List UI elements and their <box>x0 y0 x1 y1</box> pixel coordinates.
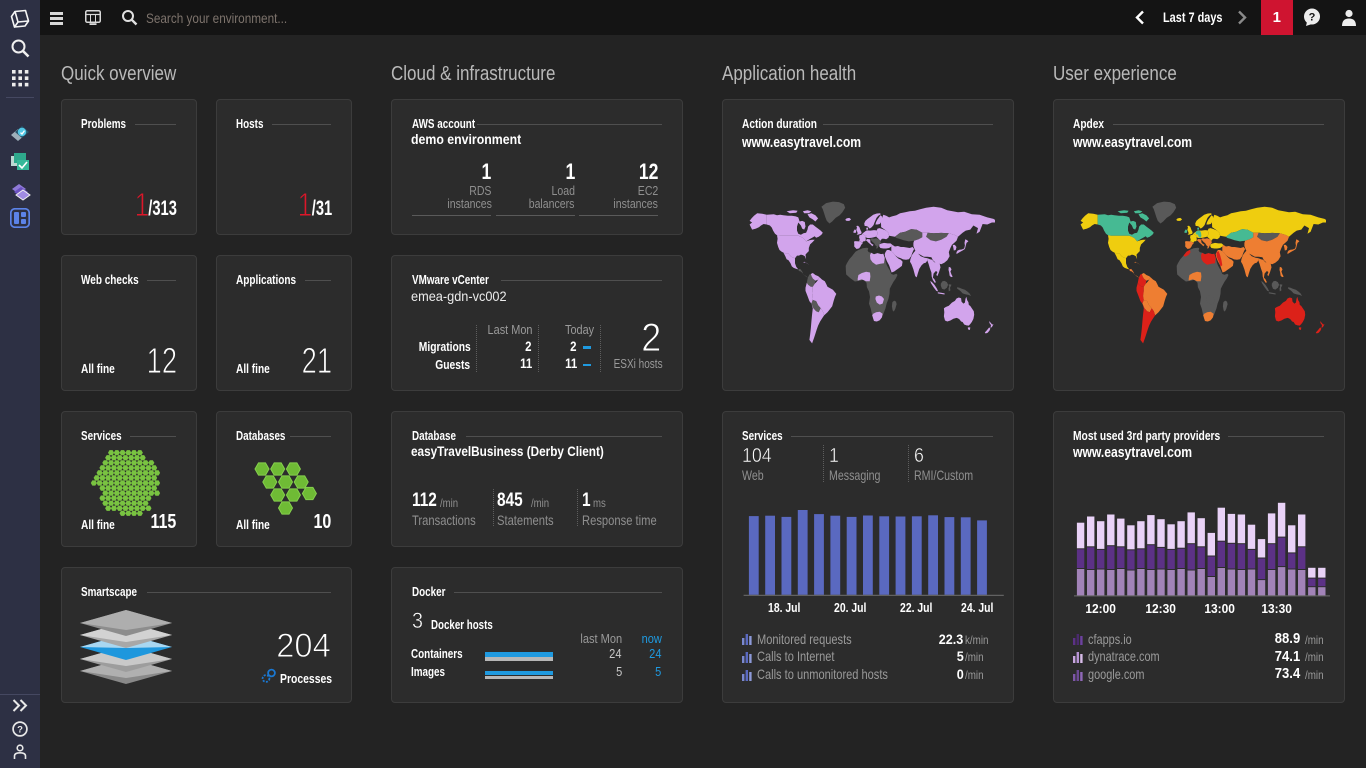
svg-text:?: ? <box>17 725 23 736</box>
svg-text:?: ? <box>1309 12 1316 24</box>
